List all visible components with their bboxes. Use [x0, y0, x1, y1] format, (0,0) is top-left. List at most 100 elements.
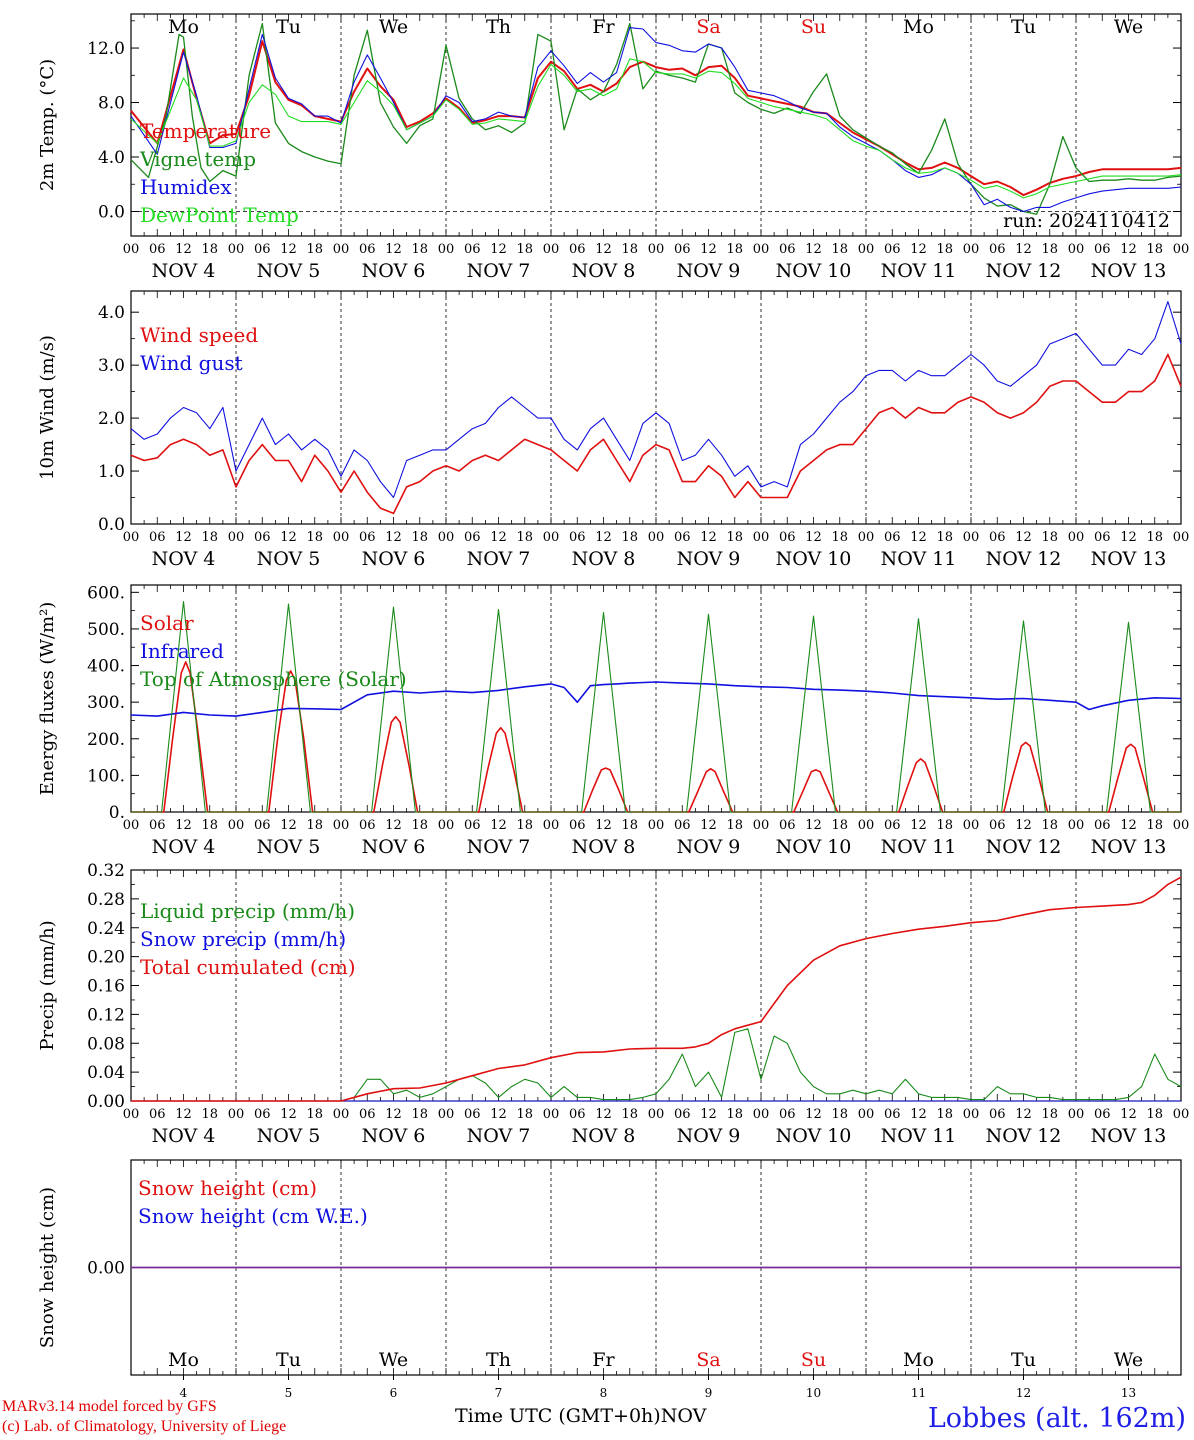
x-axis-label-text: Time UTC (GMT+0h)	[455, 1405, 661, 1427]
hour-label: 06	[149, 242, 166, 257]
hour-label: 18	[306, 242, 323, 257]
hour-label: 06	[464, 1107, 481, 1122]
hour-label: 12	[175, 242, 192, 257]
hour-label: 12	[910, 818, 927, 833]
weekday-label: Sa	[696, 16, 720, 38]
hour-label: 18	[1041, 818, 1058, 833]
hour-label: 06	[989, 818, 1006, 833]
hour-label: 12	[805, 530, 822, 545]
site-name: Lobbes (alt. 162m)	[927, 1403, 1186, 1434]
weekday-label: Sa	[696, 1349, 720, 1371]
y-tick-label: 4.0	[98, 148, 125, 168]
hour-label: 06	[464, 530, 481, 545]
hour-label: 12	[385, 818, 402, 833]
hour-label: 12	[700, 530, 717, 545]
hour-label: 06	[884, 1107, 901, 1122]
hour-label: 18	[411, 242, 428, 257]
date-label: NOV 13	[1091, 260, 1167, 282]
hour-label: 00	[1173, 818, 1190, 833]
y-axis-label: 2m Temp. (°C)	[37, 59, 58, 191]
hour-label: 06	[674, 1107, 691, 1122]
run-annotation: run: 2024110412	[1003, 210, 1170, 232]
weekday-label: Mo	[903, 16, 934, 38]
y-tick-label: 0.	[109, 803, 125, 823]
hour-label: 12	[1015, 242, 1032, 257]
weekday-label: Tu	[1011, 1349, 1036, 1371]
date-number: 10	[806, 1386, 821, 1400]
y-tick-label: 2.0	[98, 409, 125, 429]
date-label: NOV 7	[467, 836, 531, 858]
hour-label: 06	[149, 1107, 166, 1122]
y-tick-label: 0.20	[87, 948, 125, 968]
series-line	[131, 600, 1181, 813]
hour-label: 12	[1015, 530, 1032, 545]
date-label: NOV 5	[257, 1125, 321, 1147]
date-number: 4	[180, 1386, 188, 1400]
y-axis-label: Snow height (cm)	[37, 1187, 58, 1348]
hour-label: 12	[175, 530, 192, 545]
hour-label: 18	[411, 1107, 428, 1122]
date-label: NOV 7	[467, 548, 531, 570]
hour-label: 12	[595, 818, 612, 833]
hour-label: 00	[543, 1107, 560, 1122]
hour-label: 00	[858, 1107, 875, 1122]
chart-panel-2: 0.0 1.0 2.0 3.0 4.0 10m Wind (m/s) Wind speed W…	[37, 290, 1189, 570]
lab-credit: (c) Lab. of Climatology, University of L…	[2, 1418, 287, 1435]
legend-entry: Wind speed	[140, 323, 258, 347]
hour-label: 00	[753, 530, 770, 545]
series-line	[130, 58, 1182, 199]
y-tick-label: 0.16	[87, 977, 125, 997]
hour-label: 18	[1041, 242, 1058, 257]
hour-label: 00	[333, 242, 350, 257]
date-label: NOV 11	[881, 260, 957, 282]
weekday-label: Su	[801, 16, 826, 38]
y-tick-label: 0.28	[87, 890, 125, 910]
date-label: NOV 9	[677, 548, 741, 570]
date-label: NOV 12	[986, 548, 1062, 570]
date-label: NOV 4	[152, 548, 216, 570]
date-label: NOV 6	[362, 548, 426, 570]
date-label: NOV 10	[776, 260, 852, 282]
weekday-label: Fr	[592, 16, 615, 38]
hour-label: 00	[438, 818, 455, 833]
hour-label: 18	[306, 530, 323, 545]
hour-label: 00	[858, 530, 875, 545]
date-label: NOV 8	[572, 1125, 636, 1147]
hour-label: 18	[201, 818, 218, 833]
hour-label: 18	[1146, 818, 1163, 833]
hour-label: 06	[359, 818, 376, 833]
weekday-label: Th	[486, 16, 511, 38]
hour-label: 00	[333, 530, 350, 545]
weekday-label: Tu	[276, 16, 301, 38]
chart-panel-1: 0.0 4.0 8.0 12.0 2m Temp. (°C) Temperature Vig…	[37, 13, 1189, 282]
hour-label: 06	[1094, 242, 1111, 257]
hour-label: 18	[1041, 1107, 1058, 1122]
hour-label: 12	[175, 818, 192, 833]
hour-label: 00	[753, 818, 770, 833]
date-label: NOV 8	[572, 260, 636, 282]
date-number: 8	[600, 1386, 608, 1400]
y-axis-label: Precip (mm/h)	[37, 920, 58, 1050]
hour-label: 06	[674, 242, 691, 257]
date-label: NOV 11	[881, 1125, 957, 1147]
date-label: NOV 5	[257, 260, 321, 282]
hour-label: 12	[1120, 818, 1137, 833]
hour-label: 06	[1094, 530, 1111, 545]
date-label: NOV 5	[257, 836, 321, 858]
hour-label: 06	[989, 1107, 1006, 1122]
date-number: 11	[911, 1386, 926, 1400]
hour-label: 06	[1094, 818, 1111, 833]
legend-entry: Snow height (cm)	[138, 1176, 317, 1200]
hour-label: 18	[936, 818, 953, 833]
hour-label: 12	[1120, 1107, 1137, 1122]
date-label: NOV 6	[362, 260, 426, 282]
hour-label: 18	[936, 242, 953, 257]
hour-label: 00	[543, 242, 560, 257]
hour-label: 00	[123, 818, 140, 833]
weekday-label: Mo	[903, 1349, 934, 1371]
hour-label: 12	[805, 242, 822, 257]
series-line	[130, 40, 1182, 197]
y-tick-label: 12.0	[87, 39, 125, 59]
chart-panel-4: 0.00 0.04 0.08 0.12 0.16 0.20 0.24 0.28 0.32 Prec…	[37, 861, 1189, 1147]
hour-label: 00	[648, 530, 665, 545]
